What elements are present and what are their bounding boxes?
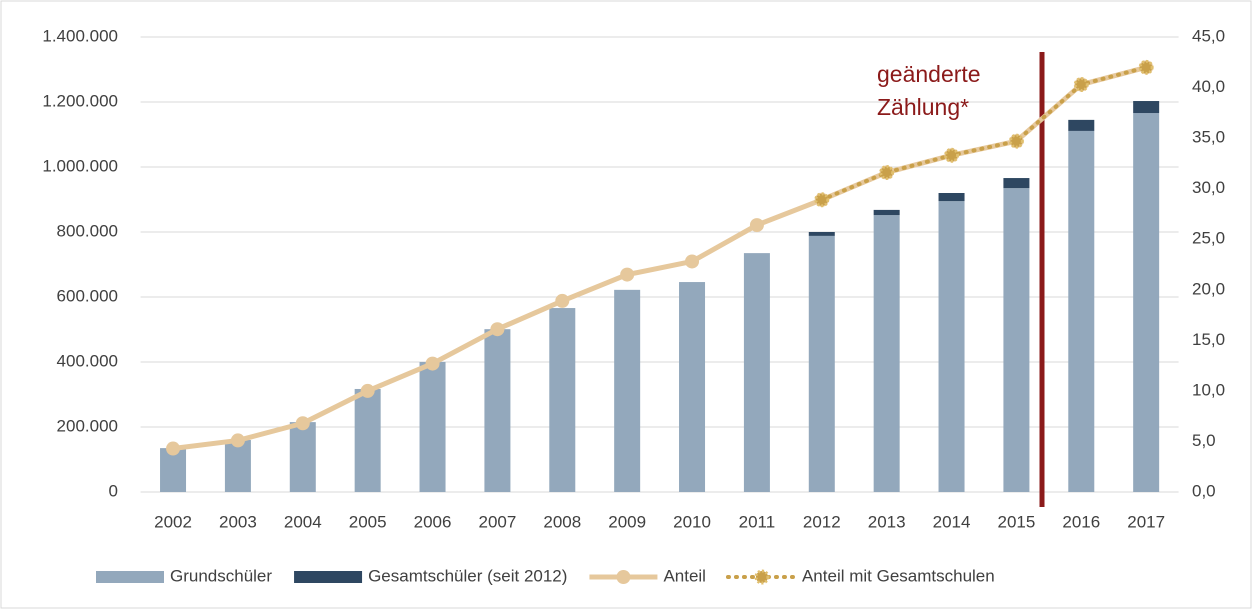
dotted-line xyxy=(819,65,1149,202)
marker xyxy=(490,322,505,337)
marker xyxy=(425,356,440,371)
y2-tick-label: 0,0 xyxy=(1192,481,1216,500)
x-tick-label: 2005 xyxy=(349,512,387,531)
legend-label: Anteil mit Gesamtschulen xyxy=(802,566,995,585)
marker xyxy=(230,433,245,448)
y-tick-label: 1.200.000 xyxy=(42,91,118,110)
annotation-line: geänderte xyxy=(877,61,981,87)
annotation: geänderte Zählung* xyxy=(877,61,981,120)
bar xyxy=(1003,188,1030,492)
bar xyxy=(679,282,706,492)
bar xyxy=(938,201,965,492)
x-tick-label: 2017 xyxy=(1127,512,1165,531)
bar xyxy=(224,440,251,492)
bar xyxy=(1133,113,1160,493)
y-tick-label: 0 xyxy=(109,481,118,500)
bar xyxy=(354,388,381,492)
legend-label: Grundschüler xyxy=(170,566,272,585)
marker xyxy=(360,383,375,398)
x-tick-label: 2010 xyxy=(673,512,711,531)
star-marker xyxy=(814,192,830,208)
bar xyxy=(1003,178,1030,189)
legend-swatch xyxy=(294,571,363,583)
marker xyxy=(295,416,310,431)
star-marker xyxy=(879,164,895,180)
legend-label: Anteil xyxy=(663,566,706,585)
x-tick-label: 2014 xyxy=(933,512,971,531)
x-tick-label: 2016 xyxy=(1062,512,1100,531)
x-tick-label: 2011 xyxy=(739,512,776,531)
line xyxy=(170,64,1149,452)
y-tick-label: 1.400.000 xyxy=(42,26,118,45)
bar xyxy=(289,422,316,492)
legend-label: Gesamtschüler (seit 2012) xyxy=(368,566,567,585)
legend-swatch xyxy=(616,570,631,584)
star-marker xyxy=(1073,77,1089,93)
y2-tick-label: 35,0 xyxy=(1192,128,1225,147)
y-tick-label: 800.000 xyxy=(57,221,118,240)
y-tick-label: 400.000 xyxy=(57,351,118,370)
marker xyxy=(555,293,570,308)
bar xyxy=(873,209,900,216)
y-tick-label: 600.000 xyxy=(57,286,118,305)
y2-tick-label: 20,0 xyxy=(1192,279,1225,298)
bar xyxy=(938,193,965,202)
bar xyxy=(549,308,576,492)
legend-swatch xyxy=(754,569,770,585)
y2-tick-label: 5,0 xyxy=(1192,431,1216,450)
y-tick-label: 1.000.000 xyxy=(42,156,118,175)
marker xyxy=(620,267,635,282)
bar xyxy=(419,362,446,492)
marker xyxy=(749,218,764,233)
star-marker xyxy=(1008,133,1024,149)
x-tick-label: 2007 xyxy=(478,512,516,531)
marker xyxy=(166,441,181,456)
star-marker xyxy=(1138,59,1154,75)
legend-swatch xyxy=(96,571,164,583)
bar xyxy=(808,235,835,492)
y2-tick-label: 40,0 xyxy=(1192,77,1225,96)
bar xyxy=(808,232,835,236)
y2-tick-label: 30,0 xyxy=(1192,178,1225,197)
x-tick-label: 2009 xyxy=(608,512,646,531)
bar xyxy=(1068,130,1095,493)
y2-tick-label: 45,0 xyxy=(1192,26,1225,45)
marker xyxy=(685,254,700,269)
x-tick-label: 2002 xyxy=(154,512,192,531)
x-tick-label: 2003 xyxy=(219,512,257,531)
x-tick-label: 2008 xyxy=(543,512,581,531)
bar xyxy=(1133,101,1160,114)
bar xyxy=(614,289,641,492)
star-marker xyxy=(944,147,960,163)
y2-tick-label: 10,0 xyxy=(1192,380,1225,399)
bar xyxy=(484,329,511,492)
bar xyxy=(743,253,770,492)
bar xyxy=(873,215,900,492)
bar xyxy=(1068,119,1095,131)
x-tick-label: 2006 xyxy=(414,512,452,531)
x-tick-label: 2015 xyxy=(997,512,1035,531)
y2-tick-label: 15,0 xyxy=(1192,330,1225,349)
x-tick-label: 2012 xyxy=(803,512,841,531)
x-tick-label: 2013 xyxy=(868,512,906,531)
y-tick-label: 200.000 xyxy=(57,416,118,435)
x-tick-label: 2004 xyxy=(284,512,322,531)
y2-tick-label: 25,0 xyxy=(1192,229,1225,248)
annotation-line: Zählung* xyxy=(877,94,969,120)
